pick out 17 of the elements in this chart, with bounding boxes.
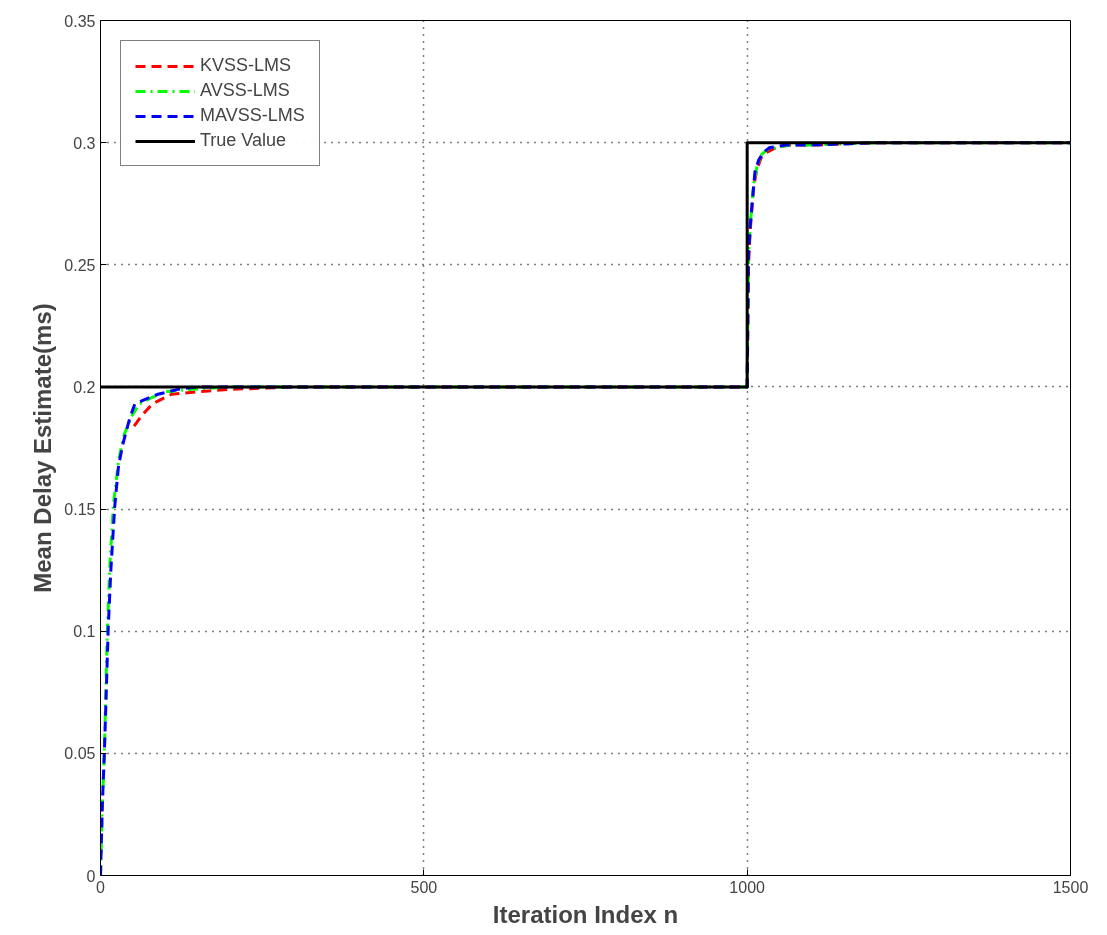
x-tick-label: 1500 bbox=[1052, 878, 1089, 896]
y-tick-label: 0.35 bbox=[64, 12, 96, 30]
legend-label: MAVSS-LMS bbox=[200, 105, 305, 126]
x-tick-label: 500 bbox=[410, 878, 438, 896]
y-tick-label: 0 bbox=[86, 867, 96, 885]
y-tick-label: 0.15 bbox=[64, 501, 96, 519]
legend-label: True Value bbox=[200, 130, 287, 151]
y-tick-label: 0.1 bbox=[73, 623, 96, 641]
x-tick-label: 1000 bbox=[729, 878, 766, 896]
y-axis-title: Mean Delay Estimate(ms) bbox=[29, 303, 57, 593]
legend-label: KVSS-LMS bbox=[200, 55, 292, 76]
y-tick-label: 0.25 bbox=[64, 256, 96, 274]
y-tick-label: 0.05 bbox=[64, 745, 96, 763]
x-axis-title: Iteration Index n bbox=[492, 900, 679, 928]
legend-label: AVSS-LMS bbox=[200, 80, 290, 101]
y-tick-label: 0.3 bbox=[73, 134, 96, 152]
y-tick-label: 0.2 bbox=[73, 378, 96, 396]
